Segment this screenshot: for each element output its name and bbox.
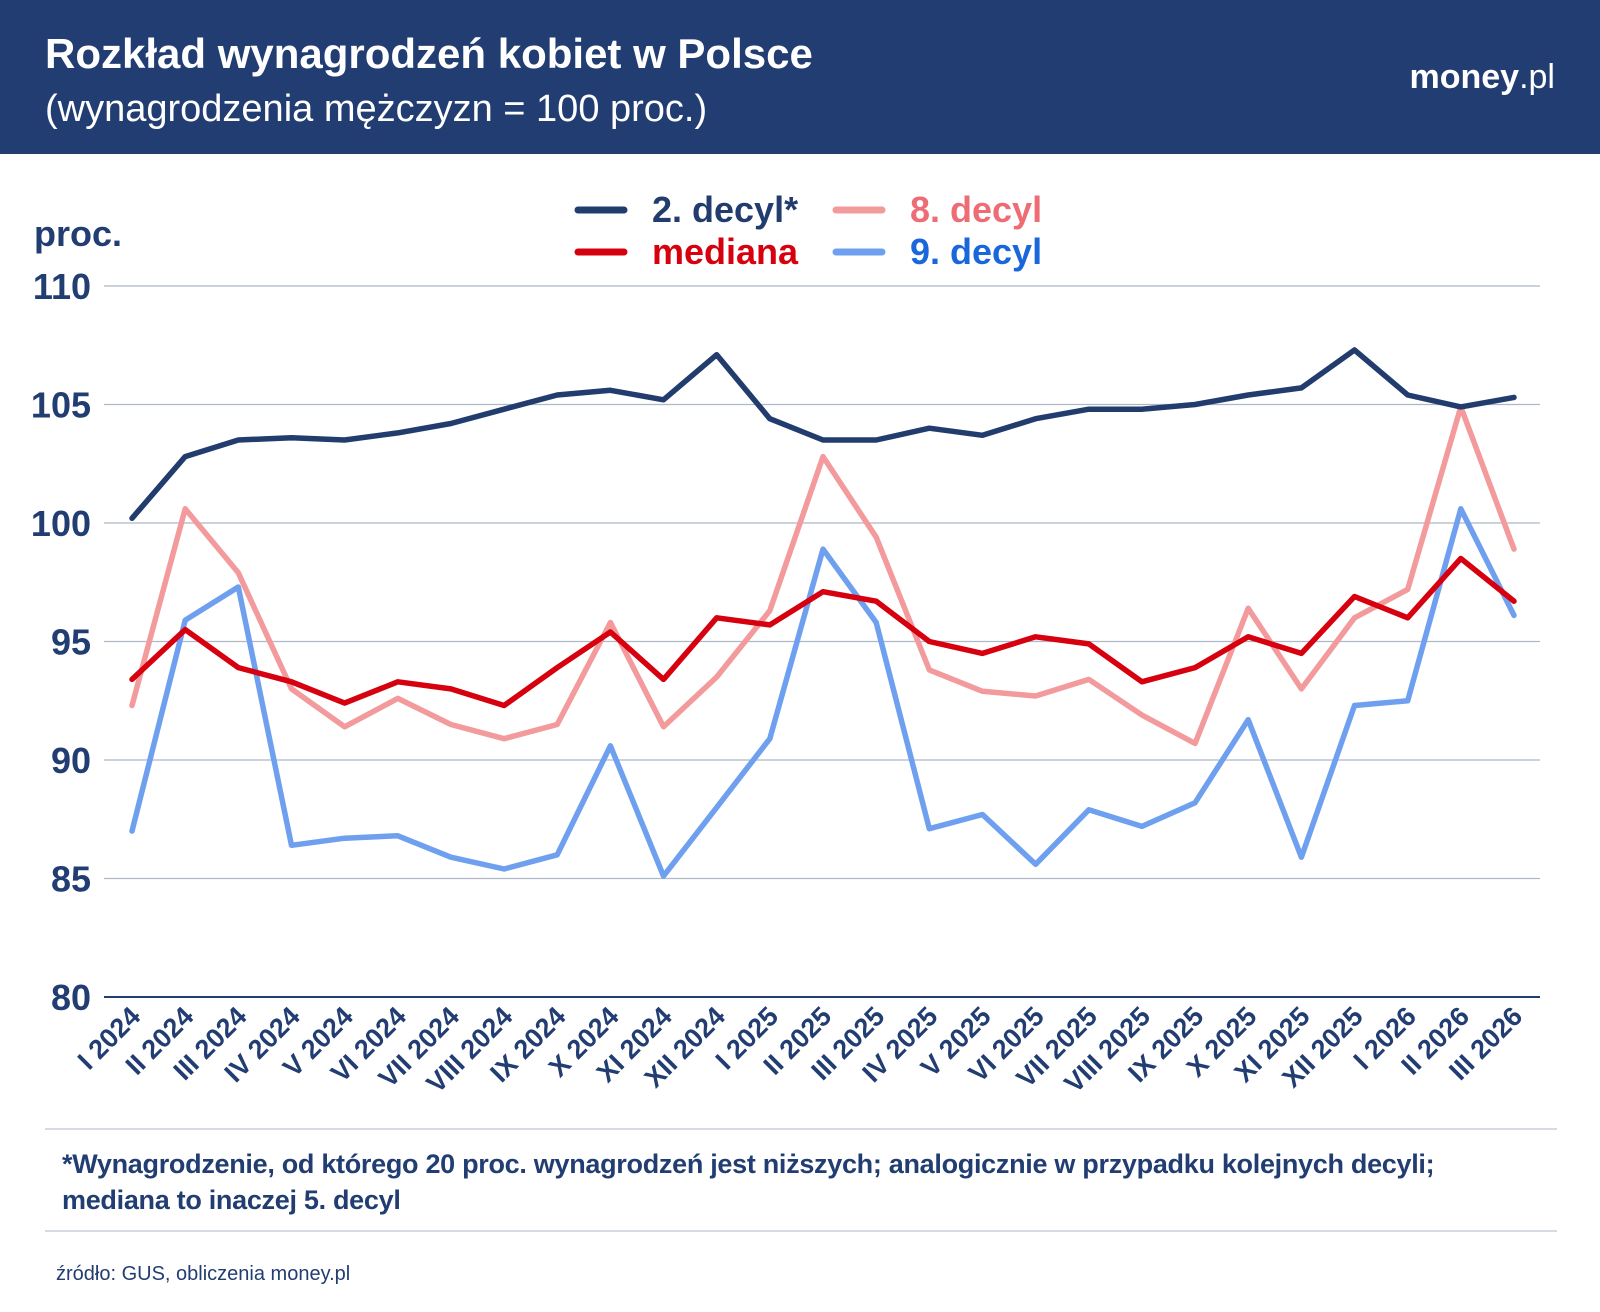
series-line-3 xyxy=(129,404,1517,747)
footnote-line-1: *Wynagrodzenie, od którego 20 proc. wyna… xyxy=(62,1149,1435,1179)
y-tick-label: 100 xyxy=(31,503,91,544)
series-line-4 xyxy=(129,506,1517,879)
legend-label: mediana xyxy=(652,231,799,272)
y-tick-label: 105 xyxy=(31,385,91,426)
brand-logo-suffix: .pl xyxy=(1519,58,1555,96)
footnote-bottom-rule xyxy=(45,1230,1557,1232)
y-tick-label: 90 xyxy=(51,740,91,781)
series-lines xyxy=(129,347,1517,879)
y-axis-ticks: 80 85 90 95 100 105 110 xyxy=(31,266,91,1018)
y-tick-label: 85 xyxy=(51,859,91,900)
footnote-top-rule xyxy=(45,1128,1557,1130)
footnote-line-2: mediana to inaczej 5. decyl xyxy=(62,1185,401,1215)
y-axis-label: proc. xyxy=(34,213,122,254)
y-tick-label: 80 xyxy=(51,977,91,1018)
y-tick-label: 110 xyxy=(33,266,91,307)
series-line-1 xyxy=(129,347,1517,522)
chart-title: Rozkład wynagrodzeń kobiet w Polsce xyxy=(45,30,813,77)
legend-label: 2. decyl* xyxy=(652,189,798,230)
brand-logo-bold: money xyxy=(1409,58,1520,96)
series-line-2 xyxy=(129,555,1517,709)
footnote: *Wynagrodzenie, od którego 20 proc. wyna… xyxy=(62,1146,1542,1218)
legend-label: 9. decyl xyxy=(910,231,1042,272)
y-tick-label: 95 xyxy=(51,622,91,663)
grid-lines xyxy=(104,285,1540,998)
chart-subtitle: (wynagrodzenia mężczyzn = 100 proc.) xyxy=(45,88,708,130)
header-banner: Rozkład wynagrodzeń kobiet w Polsce (wyn… xyxy=(0,0,1600,154)
legend-label: 8. decyl xyxy=(910,189,1042,230)
source-note: źródło: GUS, obliczenia money.pl xyxy=(56,1263,351,1285)
brand-logo: money.pl xyxy=(1409,58,1555,97)
